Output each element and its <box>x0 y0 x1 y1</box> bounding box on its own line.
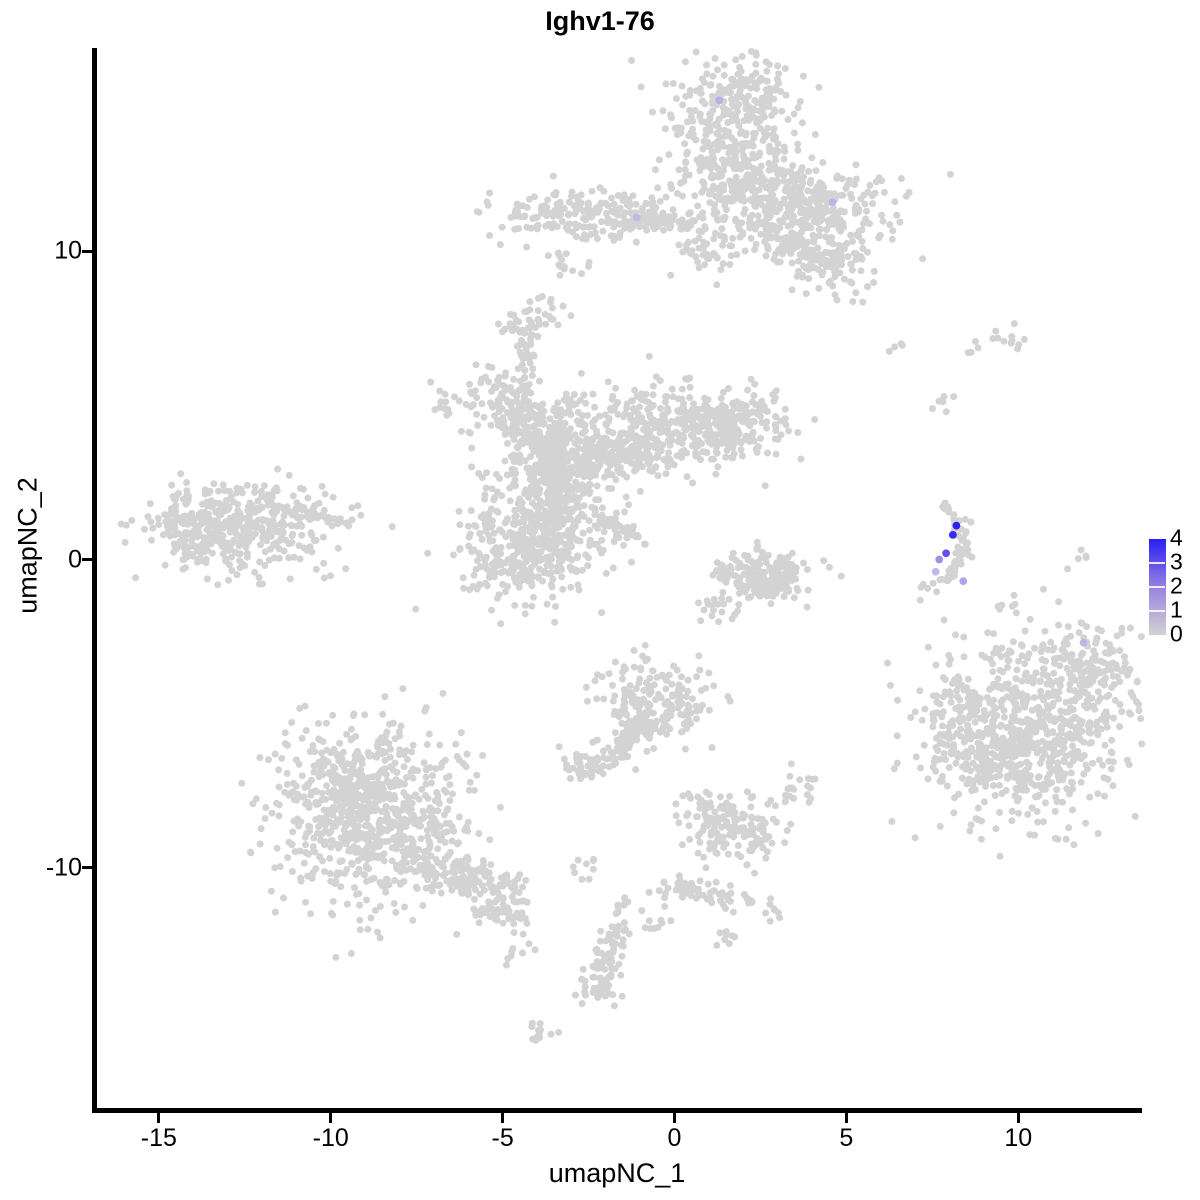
scatter-points-layer <box>117 48 1146 1044</box>
x-tick-label: -15 <box>140 1124 177 1152</box>
x-tick-mark <box>157 1113 161 1123</box>
x-tick-label: -5 <box>491 1124 514 1152</box>
colorbar-tick-label: 2 <box>1170 572 1183 599</box>
colorbar-tick-label: 0 <box>1170 620 1183 647</box>
page-title: Ighv1-76 <box>545 6 655 36</box>
colorbar-tick-mark <box>1148 562 1165 564</box>
y-axis-line <box>92 48 97 1113</box>
colorbar-tick-label: 1 <box>1170 596 1183 623</box>
x-tick-mark <box>844 1113 848 1123</box>
x-tick-label: 10 <box>1004 1124 1033 1152</box>
colorbar-tick-label: 4 <box>1170 524 1183 551</box>
y-tick-label: -10 <box>45 853 82 882</box>
x-tick-label: 5 <box>839 1124 854 1152</box>
x-axis-title: umapNC_1 <box>548 1158 686 1188</box>
x-axis-line <box>92 1108 1142 1113</box>
y-tick-mark <box>82 249 92 253</box>
y-tick-mark <box>82 558 92 561</box>
scatter-plot-area <box>97 48 1146 1108</box>
y-tick-label: 0 <box>68 545 82 573</box>
y-tick-label: 10 <box>54 236 82 265</box>
colorbar-tick-label: 3 <box>1170 548 1183 575</box>
colorbar-tick-mark <box>1148 586 1165 588</box>
x-tick-mark <box>501 1113 505 1123</box>
x-tick-mark <box>1016 1113 1020 1123</box>
x-tick-label: 0 <box>667 1124 682 1152</box>
x-tick-mark <box>673 1113 676 1123</box>
x-tick-label: -10 <box>312 1124 349 1152</box>
colorbar-tick-mark <box>1148 610 1165 612</box>
x-tick-mark <box>329 1113 333 1123</box>
y-axis-title: umapNC_2 <box>12 477 43 614</box>
y-tick-mark <box>82 866 92 870</box>
